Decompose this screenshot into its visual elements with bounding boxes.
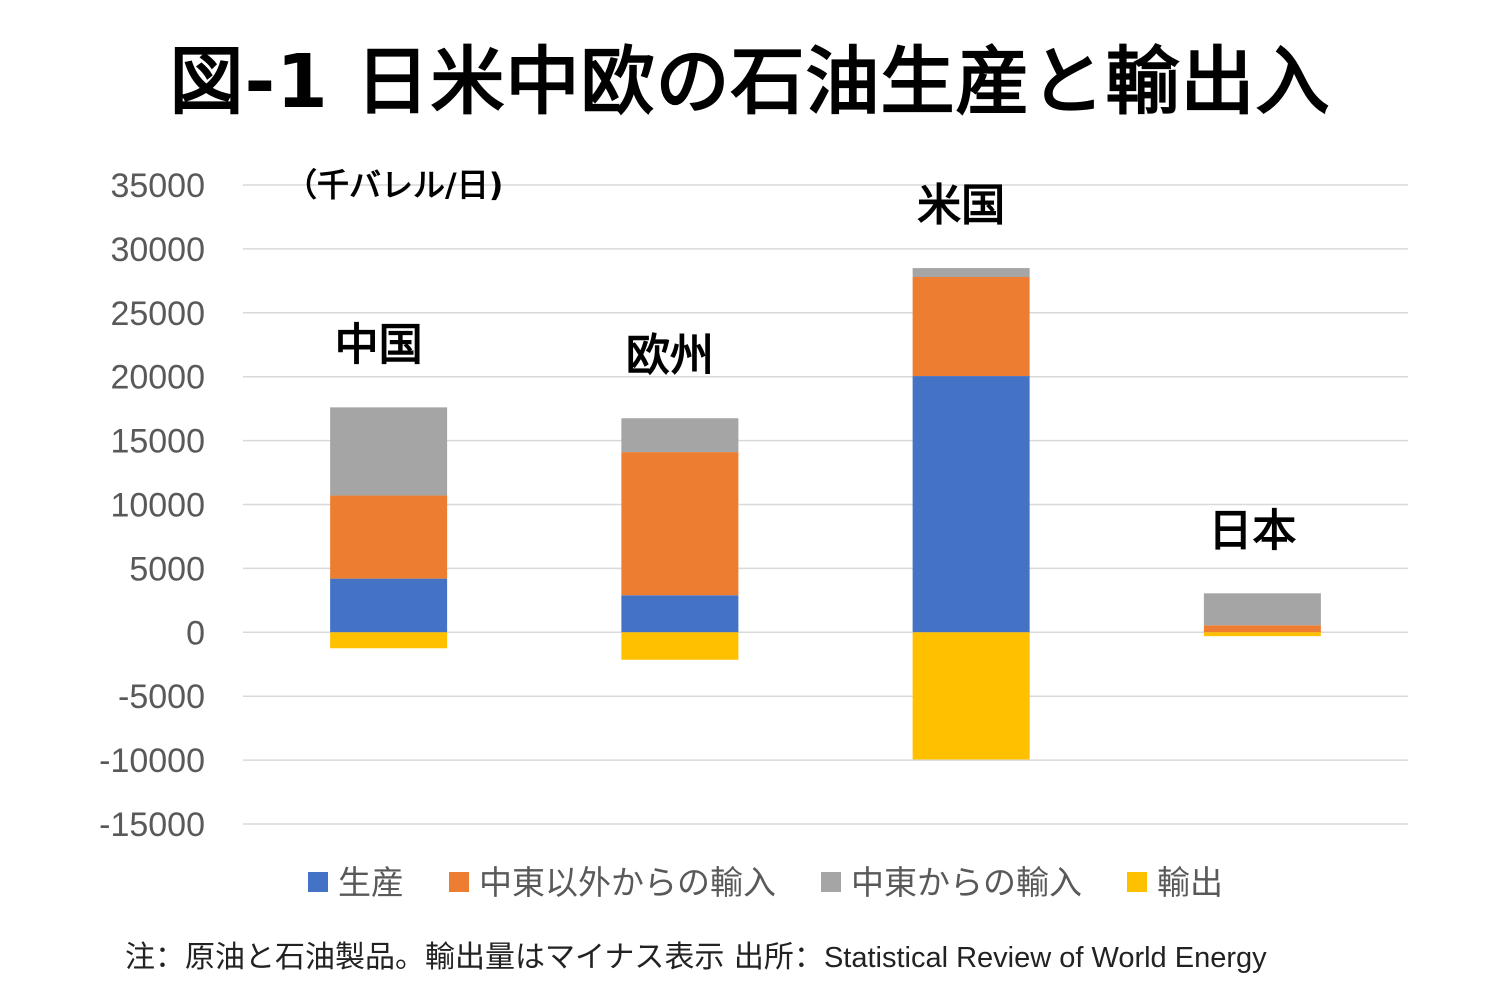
bar-segment (330, 578, 448, 633)
y-tick-label: -15000 (99, 806, 205, 844)
bar-segment (621, 418, 739, 453)
category-label: 欧州 (626, 330, 714, 381)
legend-label: 中東以外からの輸入 (479, 863, 776, 902)
category-label: 日本 (1208, 505, 1296, 556)
source-text: Statistical Review of World Energy (823, 942, 1267, 974)
legend-label: 生産 (338, 863, 404, 902)
bar-segment (912, 632, 1030, 760)
y-tick-label: 30000 (110, 231, 205, 269)
note-text: 注：原油と石油製品。輸出量はマイナス表示 出所： (125, 940, 824, 975)
category-label: 中国 (335, 319, 423, 370)
y-tick-label: 35000 (110, 167, 205, 205)
legend-swatch (308, 872, 328, 892)
bar-segment (330, 407, 448, 496)
bar-segment (330, 495, 448, 579)
bar-segment (912, 376, 1030, 633)
unit-label: （千バレル/日) (285, 166, 503, 204)
y-tick-label: -5000 (118, 678, 205, 716)
legend-label: 中東からの輸入 (851, 863, 1082, 902)
y-tick-label: 5000 (129, 550, 205, 588)
bar-segment (621, 452, 739, 596)
y-tick-label: 15000 (110, 423, 205, 461)
bar-segment (912, 268, 1030, 278)
legend-swatch (821, 872, 841, 892)
bar-segment (621, 632, 739, 660)
bar-segment (1203, 625, 1321, 633)
y-tick-label: 25000 (110, 295, 205, 333)
bar-segment (1203, 593, 1321, 626)
category-label: 米国 (917, 180, 1005, 231)
legend-label: 輸出 (1157, 863, 1223, 902)
bar-segment (1203, 632, 1321, 637)
y-tick-label: -10000 (99, 742, 205, 780)
legend-swatch (1127, 872, 1147, 892)
chart-title: 図-1 日米中欧の石油生産と輸出入 (169, 39, 1331, 125)
bar-segment (621, 595, 739, 633)
y-tick-label: 0 (186, 614, 205, 652)
footnote: 注：原油と石油製品。輸出量はマイナス表示 出所：Statistical Revi… (125, 932, 1267, 976)
y-tick-label: 20000 (110, 359, 205, 397)
bar-segment (912, 277, 1030, 377)
y-tick-label: 10000 (110, 487, 205, 525)
legend-swatch (449, 872, 469, 892)
bar-segment (330, 632, 448, 649)
